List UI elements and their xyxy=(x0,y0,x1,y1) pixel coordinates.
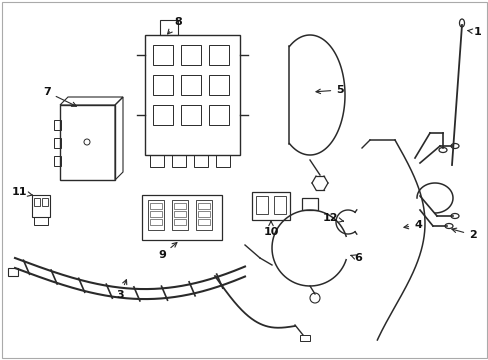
Bar xyxy=(174,211,185,217)
Bar xyxy=(160,20,178,35)
Text: 10: 10 xyxy=(263,221,278,237)
Bar xyxy=(142,195,222,240)
Bar xyxy=(181,105,201,125)
Bar xyxy=(299,335,309,341)
Bar xyxy=(145,35,240,155)
Bar xyxy=(208,45,228,65)
Bar xyxy=(150,211,162,217)
Bar xyxy=(198,203,209,209)
Bar xyxy=(216,155,229,167)
Text: 7: 7 xyxy=(43,87,76,106)
Bar xyxy=(174,203,185,209)
Bar xyxy=(172,200,187,230)
Text: 1: 1 xyxy=(467,27,481,37)
Bar xyxy=(153,75,173,95)
Bar xyxy=(148,200,163,230)
Text: 3: 3 xyxy=(116,280,126,300)
Bar xyxy=(198,211,209,217)
Text: 12: 12 xyxy=(322,213,343,223)
Bar xyxy=(181,45,201,65)
Bar xyxy=(153,45,173,65)
Bar xyxy=(54,156,61,166)
Bar xyxy=(60,105,115,180)
Bar xyxy=(42,198,48,206)
Text: 4: 4 xyxy=(403,220,421,230)
Bar xyxy=(194,155,207,167)
Bar xyxy=(174,219,185,225)
Bar xyxy=(302,198,317,210)
Bar xyxy=(172,155,185,167)
Text: 8: 8 xyxy=(167,17,182,34)
Bar xyxy=(198,219,209,225)
Text: 11: 11 xyxy=(11,187,32,197)
Bar xyxy=(208,105,228,125)
Bar xyxy=(54,120,61,130)
Bar xyxy=(208,75,228,95)
Bar xyxy=(196,200,212,230)
Text: 5: 5 xyxy=(315,85,343,95)
Bar xyxy=(153,105,173,125)
Bar xyxy=(32,195,50,217)
Bar xyxy=(150,155,163,167)
Bar xyxy=(34,217,48,225)
Bar xyxy=(181,75,201,95)
Text: 2: 2 xyxy=(451,228,476,240)
Bar xyxy=(34,198,40,206)
Bar xyxy=(150,219,162,225)
Bar xyxy=(256,196,267,214)
Bar xyxy=(150,203,162,209)
Text: 6: 6 xyxy=(350,253,361,263)
Text: 9: 9 xyxy=(158,243,177,260)
Bar xyxy=(54,138,61,148)
Bar xyxy=(251,192,289,220)
Bar xyxy=(273,196,285,214)
Bar xyxy=(8,268,18,276)
